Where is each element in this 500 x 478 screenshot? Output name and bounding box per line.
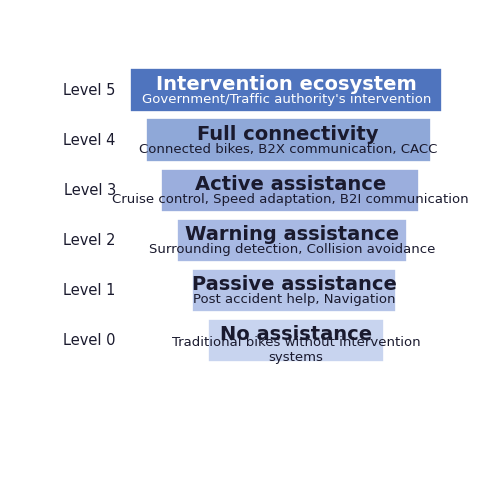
FancyBboxPatch shape bbox=[208, 319, 384, 362]
Text: Level 3: Level 3 bbox=[64, 183, 116, 198]
Text: Post accident help, Navigation: Post accident help, Navigation bbox=[193, 293, 396, 306]
Text: Level 5: Level 5 bbox=[64, 83, 116, 98]
Text: No assistance: No assistance bbox=[220, 325, 372, 344]
Text: Surrounding detection, Collision avoidance: Surrounding detection, Collision avoidan… bbox=[149, 243, 436, 256]
Text: Cruise control, Speed adaptation, B2I communication: Cruise control, Speed adaptation, B2I co… bbox=[112, 193, 469, 206]
FancyBboxPatch shape bbox=[192, 269, 396, 312]
Text: Passive assistance: Passive assistance bbox=[192, 275, 396, 294]
Text: Level 4: Level 4 bbox=[64, 133, 116, 148]
Text: Active assistance: Active assistance bbox=[194, 174, 386, 194]
Text: Warning assistance: Warning assistance bbox=[185, 225, 399, 244]
FancyBboxPatch shape bbox=[146, 119, 430, 162]
Text: Level 1: Level 1 bbox=[64, 283, 116, 298]
Text: Connected bikes, B2X communication, CACC: Connected bikes, B2X communication, CACC bbox=[139, 143, 438, 156]
FancyBboxPatch shape bbox=[162, 169, 419, 212]
Text: Full connectivity: Full connectivity bbox=[198, 125, 379, 143]
Text: Level 0: Level 0 bbox=[64, 333, 116, 348]
FancyBboxPatch shape bbox=[130, 68, 442, 112]
Text: Intervention ecosystem: Intervention ecosystem bbox=[156, 75, 416, 94]
Text: Government/Traffic authority's intervention: Government/Traffic authority's intervent… bbox=[142, 93, 431, 106]
Text: Level 2: Level 2 bbox=[64, 233, 116, 248]
FancyBboxPatch shape bbox=[177, 218, 408, 262]
Text: Traditional bikes without intervention
systems: Traditional bikes without intervention s… bbox=[172, 336, 420, 364]
